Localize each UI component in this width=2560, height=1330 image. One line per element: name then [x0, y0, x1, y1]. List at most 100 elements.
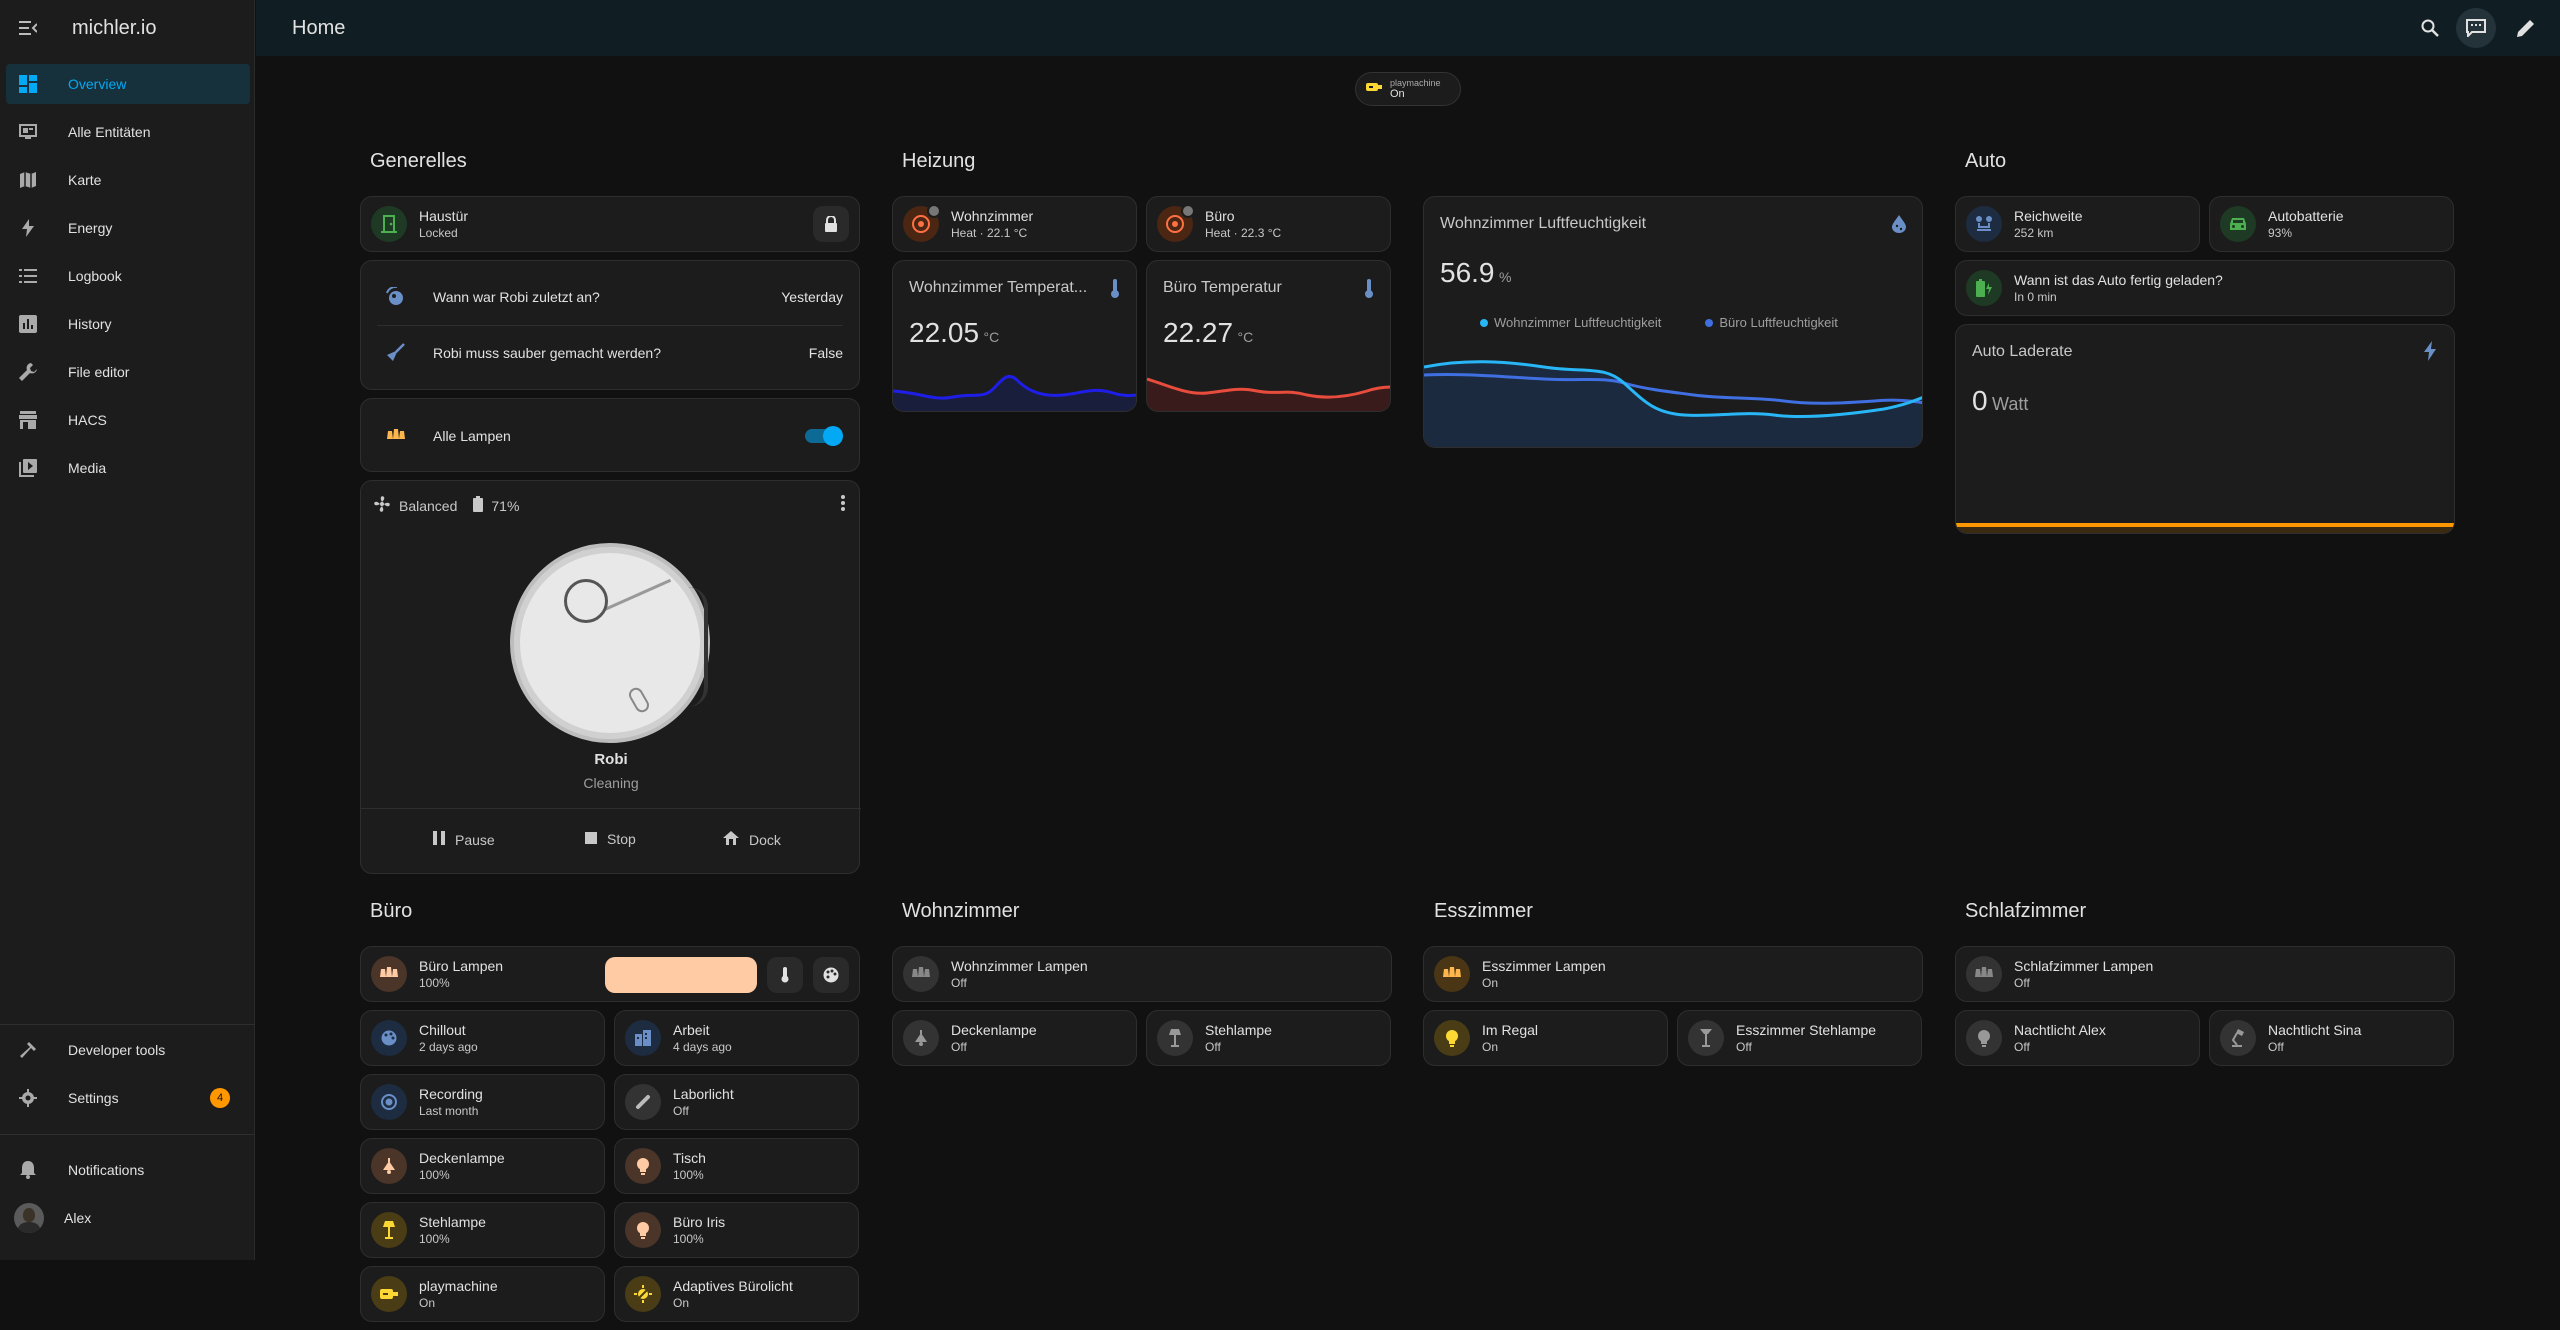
thermostat-wohnzimmer-tile[interactable]: Wohnzimmer Heat · 22.1 °C [892, 196, 1137, 252]
schlafzimmer-lampen-tile[interactable]: Schlafzimmer Lampen Off [1955, 946, 2455, 1002]
sidebar-item-label: Overview [68, 76, 127, 92]
thermostat-icon [903, 204, 941, 242]
sidebar-item-developer-tools[interactable]: Developer tools [6, 1030, 250, 1070]
sidebar-item-energy[interactable]: Energy [6, 208, 250, 248]
robi-entities-card: Wann war Robi zuletzt an? Yesterday Robi… [360, 260, 860, 390]
app-title: michler.io [72, 16, 157, 39]
sidebar-item-user[interactable]: Alex [6, 1198, 250, 1238]
tile-state: Off [2268, 1040, 2284, 1054]
buero-deckenlampe-tile[interactable]: Deckenlampe 100% [360, 1138, 605, 1194]
vacuum-robot-image [510, 543, 710, 743]
buero-stehlampe-tile[interactable]: Stehlampe 100% [360, 1202, 605, 1258]
sidebar-item-label: History [68, 316, 112, 332]
assist-chat-icon[interactable] [2456, 8, 2496, 48]
pause-label: Pause [455, 831, 495, 848]
humidity-graph[interactable]: Wohnzimmer Luftfeuchtigkeit 56.9 % Wohnz… [1423, 196, 1923, 448]
haustuer-tile[interactable]: Haustür Locked [360, 196, 860, 252]
pause-button[interactable]: Pause [433, 831, 495, 848]
esszimmer-lampen-tile[interactable]: Esszimmer Lampen On [1423, 946, 1923, 1002]
tile-name: playmachine [419, 1278, 498, 1294]
ceiling-lights-icon[interactable] [371, 956, 407, 992]
thermometer-icon[interactable] [767, 957, 803, 993]
menu-collapse-icon[interactable] [18, 18, 38, 38]
buero-lampen-tile[interactable]: Büro Lampen 100% [360, 946, 860, 1002]
playmachine-badge[interactable]: playmachine On [1355, 72, 1461, 106]
sidebar-item-notifications[interactable]: Notifications [6, 1150, 250, 1190]
arbeit-scene-tile[interactable]: Arbeit 4 days ago [614, 1010, 859, 1066]
home-icon [723, 831, 739, 848]
search-icon[interactable] [2416, 14, 2444, 42]
dock-button[interactable]: Dock [723, 831, 781, 848]
monitor-dashboard-icon [18, 122, 38, 142]
wrench-icon [18, 362, 38, 382]
sidebar-item-overview[interactable]: Overview [6, 64, 250, 104]
sidebar-item-label: Alex [64, 1210, 92, 1226]
wohnzimmer-deckenlampe-tile[interactable]: Deckenlampe Off [892, 1010, 1137, 1066]
legend-dot [1480, 318, 1488, 327]
tile-name: Nachtlicht Sina [2268, 1022, 2362, 1038]
office-building-icon [625, 1020, 661, 1056]
tile-name: Chillout [419, 1022, 466, 1038]
brightness-slider[interactable] [605, 957, 757, 993]
lock-icon[interactable] [813, 206, 849, 242]
stop-button[interactable]: Stop [585, 831, 636, 847]
sidebar-item-media[interactable]: Media [6, 448, 250, 488]
sidebar-item-karte[interactable]: Karte [6, 160, 250, 200]
reichweite-tile[interactable]: Reichweite 252 km [1955, 196, 2200, 252]
tile-name: Büro [1205, 208, 1235, 224]
graph-unit: °C [1237, 329, 1254, 345]
sidebar-item-hacs[interactable]: HACS [6, 400, 250, 440]
fan-icon[interactable] [373, 495, 391, 516]
tile-name: Recording [419, 1086, 483, 1102]
more-vertical-icon[interactable] [841, 495, 845, 516]
pencil-edit-icon[interactable] [2512, 14, 2540, 42]
graph-unit: % [1498, 269, 1512, 285]
tile-name: Laborlicht [673, 1086, 734, 1102]
sidebar-item-logbook[interactable]: Logbook [6, 256, 250, 296]
sidebar-item-file-editor[interactable]: File editor [6, 352, 250, 392]
im-regal-tile[interactable]: Im Regal On [1423, 1010, 1668, 1066]
adaptives-buerolicht-tile[interactable]: Adaptives Bürolicht On [614, 1266, 859, 1322]
palette-icon[interactable] [813, 957, 849, 993]
vacuum-status: Cleaning [583, 775, 639, 791]
playmachine-tile[interactable]: playmachine On [360, 1266, 605, 1322]
tisch-tile[interactable]: Tisch 100% [614, 1138, 859, 1194]
tile-name: Im Regal [1482, 1022, 1539, 1038]
wohnzimmer-stehlampe-tile[interactable]: Stehlampe Off [1146, 1010, 1391, 1066]
section-title-generelles: Generelles [370, 150, 467, 172]
wohnzimmer-lampen-tile[interactable]: Wohnzimmer Lampen Off [892, 946, 1392, 1002]
wohnzimmer-temperature-graph[interactable]: Wohnzimmer Temperat... 22.05 °C [892, 260, 1137, 412]
chillout-scene-tile[interactable]: Chillout 2 days ago [360, 1010, 605, 1066]
nachtlicht-sina-tile[interactable]: Nachtlicht Sina Off [2209, 1010, 2454, 1066]
graph-unit: Watt [1992, 394, 2029, 414]
recording-scene-tile[interactable]: Recording Last month [360, 1074, 605, 1130]
thermostat-buero-tile[interactable]: Büro Heat · 22.3 °C [1146, 196, 1391, 252]
floor-lamp-icon [371, 1212, 407, 1248]
sidebar-item-settings[interactable]: Settings 4 [6, 1078, 250, 1118]
auto-laderate-graph[interactable]: Auto Laderate 0 Watt [1955, 324, 2455, 534]
tile-name: Wohnzimmer Lampen [951, 958, 1088, 974]
graph-title: Auto Laderate [1972, 343, 2073, 360]
pause-icon [433, 831, 445, 848]
top-app-bar: Home [256, 0, 2560, 56]
buero-iris-tile[interactable]: Büro Iris 100% [614, 1202, 859, 1258]
auto-geladen-tile[interactable]: Wann ist das Auto fertig geladen? In 0 m… [1955, 260, 2455, 316]
section-title-schlafzimmer: Schlafzimmer [1965, 900, 2087, 922]
buero-temperature-graph[interactable]: Büro Temperatur 22.27 °C [1146, 260, 1391, 412]
sidebar-item-alle-entitaeten[interactable]: Alle Entitäten [6, 112, 250, 152]
tile-name: Büro Lampen [419, 958, 504, 974]
battery-icon [473, 496, 484, 515]
laborlicht-tile[interactable]: Laborlicht Off [614, 1074, 859, 1130]
flash-icon [2424, 341, 2436, 366]
alle-lampen-label: Alle Lampen [433, 428, 511, 444]
autobatterie-tile[interactable]: Autobatterie 93% [2209, 196, 2454, 252]
tile-state: Last month [419, 1104, 479, 1118]
nachtlicht-alex-tile[interactable]: Nachtlicht Alex Off [1955, 1010, 2200, 1066]
palette-icon [371, 1020, 407, 1056]
water-percent-icon [1892, 215, 1906, 238]
tile-state: 100% [673, 1168, 704, 1182]
esszimmer-stehlampe-tile[interactable]: Esszimmer Stehlampe Off [1677, 1010, 1922, 1066]
alle-lampen-toggle[interactable] [805, 426, 843, 446]
sidebar-item-history[interactable]: History [6, 304, 250, 344]
tile-state: Off [2014, 976, 2030, 990]
